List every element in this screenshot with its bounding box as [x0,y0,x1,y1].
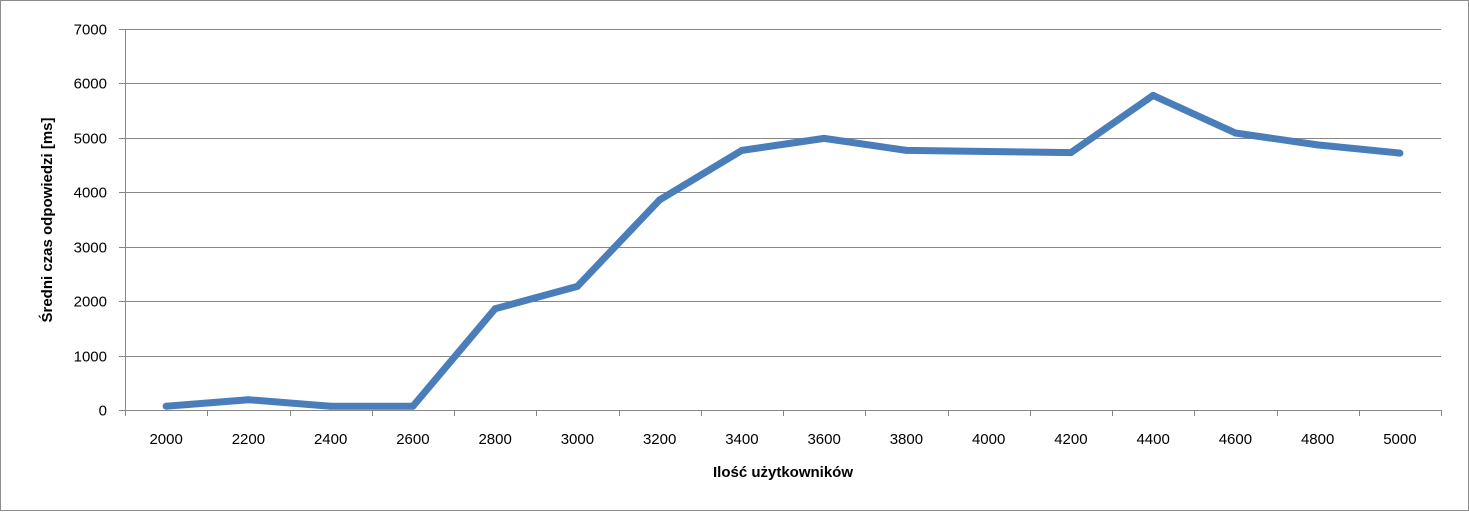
series [162,91,1404,410]
x-tick-label: 3600 [807,431,840,448]
y-axis-title: Średni czas odpowiedzi [ms] [38,117,56,322]
data-point [491,305,499,313]
data-point [656,196,664,204]
data-point [1231,129,1239,137]
data-point [1396,149,1404,157]
x-tick-label: 3000 [561,431,594,448]
y-tick-label: 6000 [74,76,107,93]
axes [119,29,1442,416]
x-tick-label: 3200 [643,431,676,448]
x-tick-label: 2200 [232,431,265,448]
x-tick-label: 4000 [972,431,1005,448]
x-tick-label: 4400 [1136,431,1169,448]
data-point [1149,91,1157,99]
x-tick-label: 2400 [314,431,347,448]
y-tick-label: 0 [99,403,107,420]
y-tick-label: 4000 [74,185,107,202]
data-point [1067,149,1075,157]
x-tick-label: 2600 [396,431,429,448]
data-point [902,146,910,154]
data-point [327,402,335,410]
y-tick-label: 2000 [74,294,107,311]
gridlines [125,29,1441,357]
data-point [820,134,828,142]
x-tick-label: 3800 [890,431,923,448]
x-tick-label: 4800 [1301,431,1334,448]
data-point [1314,141,1322,149]
x-tick-label: 2800 [478,431,511,448]
x-tick-label: 2000 [149,431,182,448]
data-point [409,402,417,410]
tick-labels: 0 1000 2000 3000 4000 5000 6000 7000 2000 2200 240… [74,22,1417,449]
y-tick-label: 1000 [74,349,107,366]
x-tick-label: 4200 [1054,431,1087,448]
x-tick-label: 5000 [1383,431,1416,448]
series-line [165,91,1401,410]
x-tick-label: 3400 [725,431,758,448]
data-point [985,148,993,155]
data-point [738,146,746,154]
data-point [244,396,252,404]
x-axis-title: Ilość użytkowników [713,464,853,481]
y-tick-label: 3000 [74,240,107,257]
data-point [573,282,581,290]
y-tick-label: 5000 [74,131,107,148]
y-tick-label: 7000 [74,22,107,39]
data-point [162,402,170,410]
x-tick-label: 4600 [1219,431,1252,448]
